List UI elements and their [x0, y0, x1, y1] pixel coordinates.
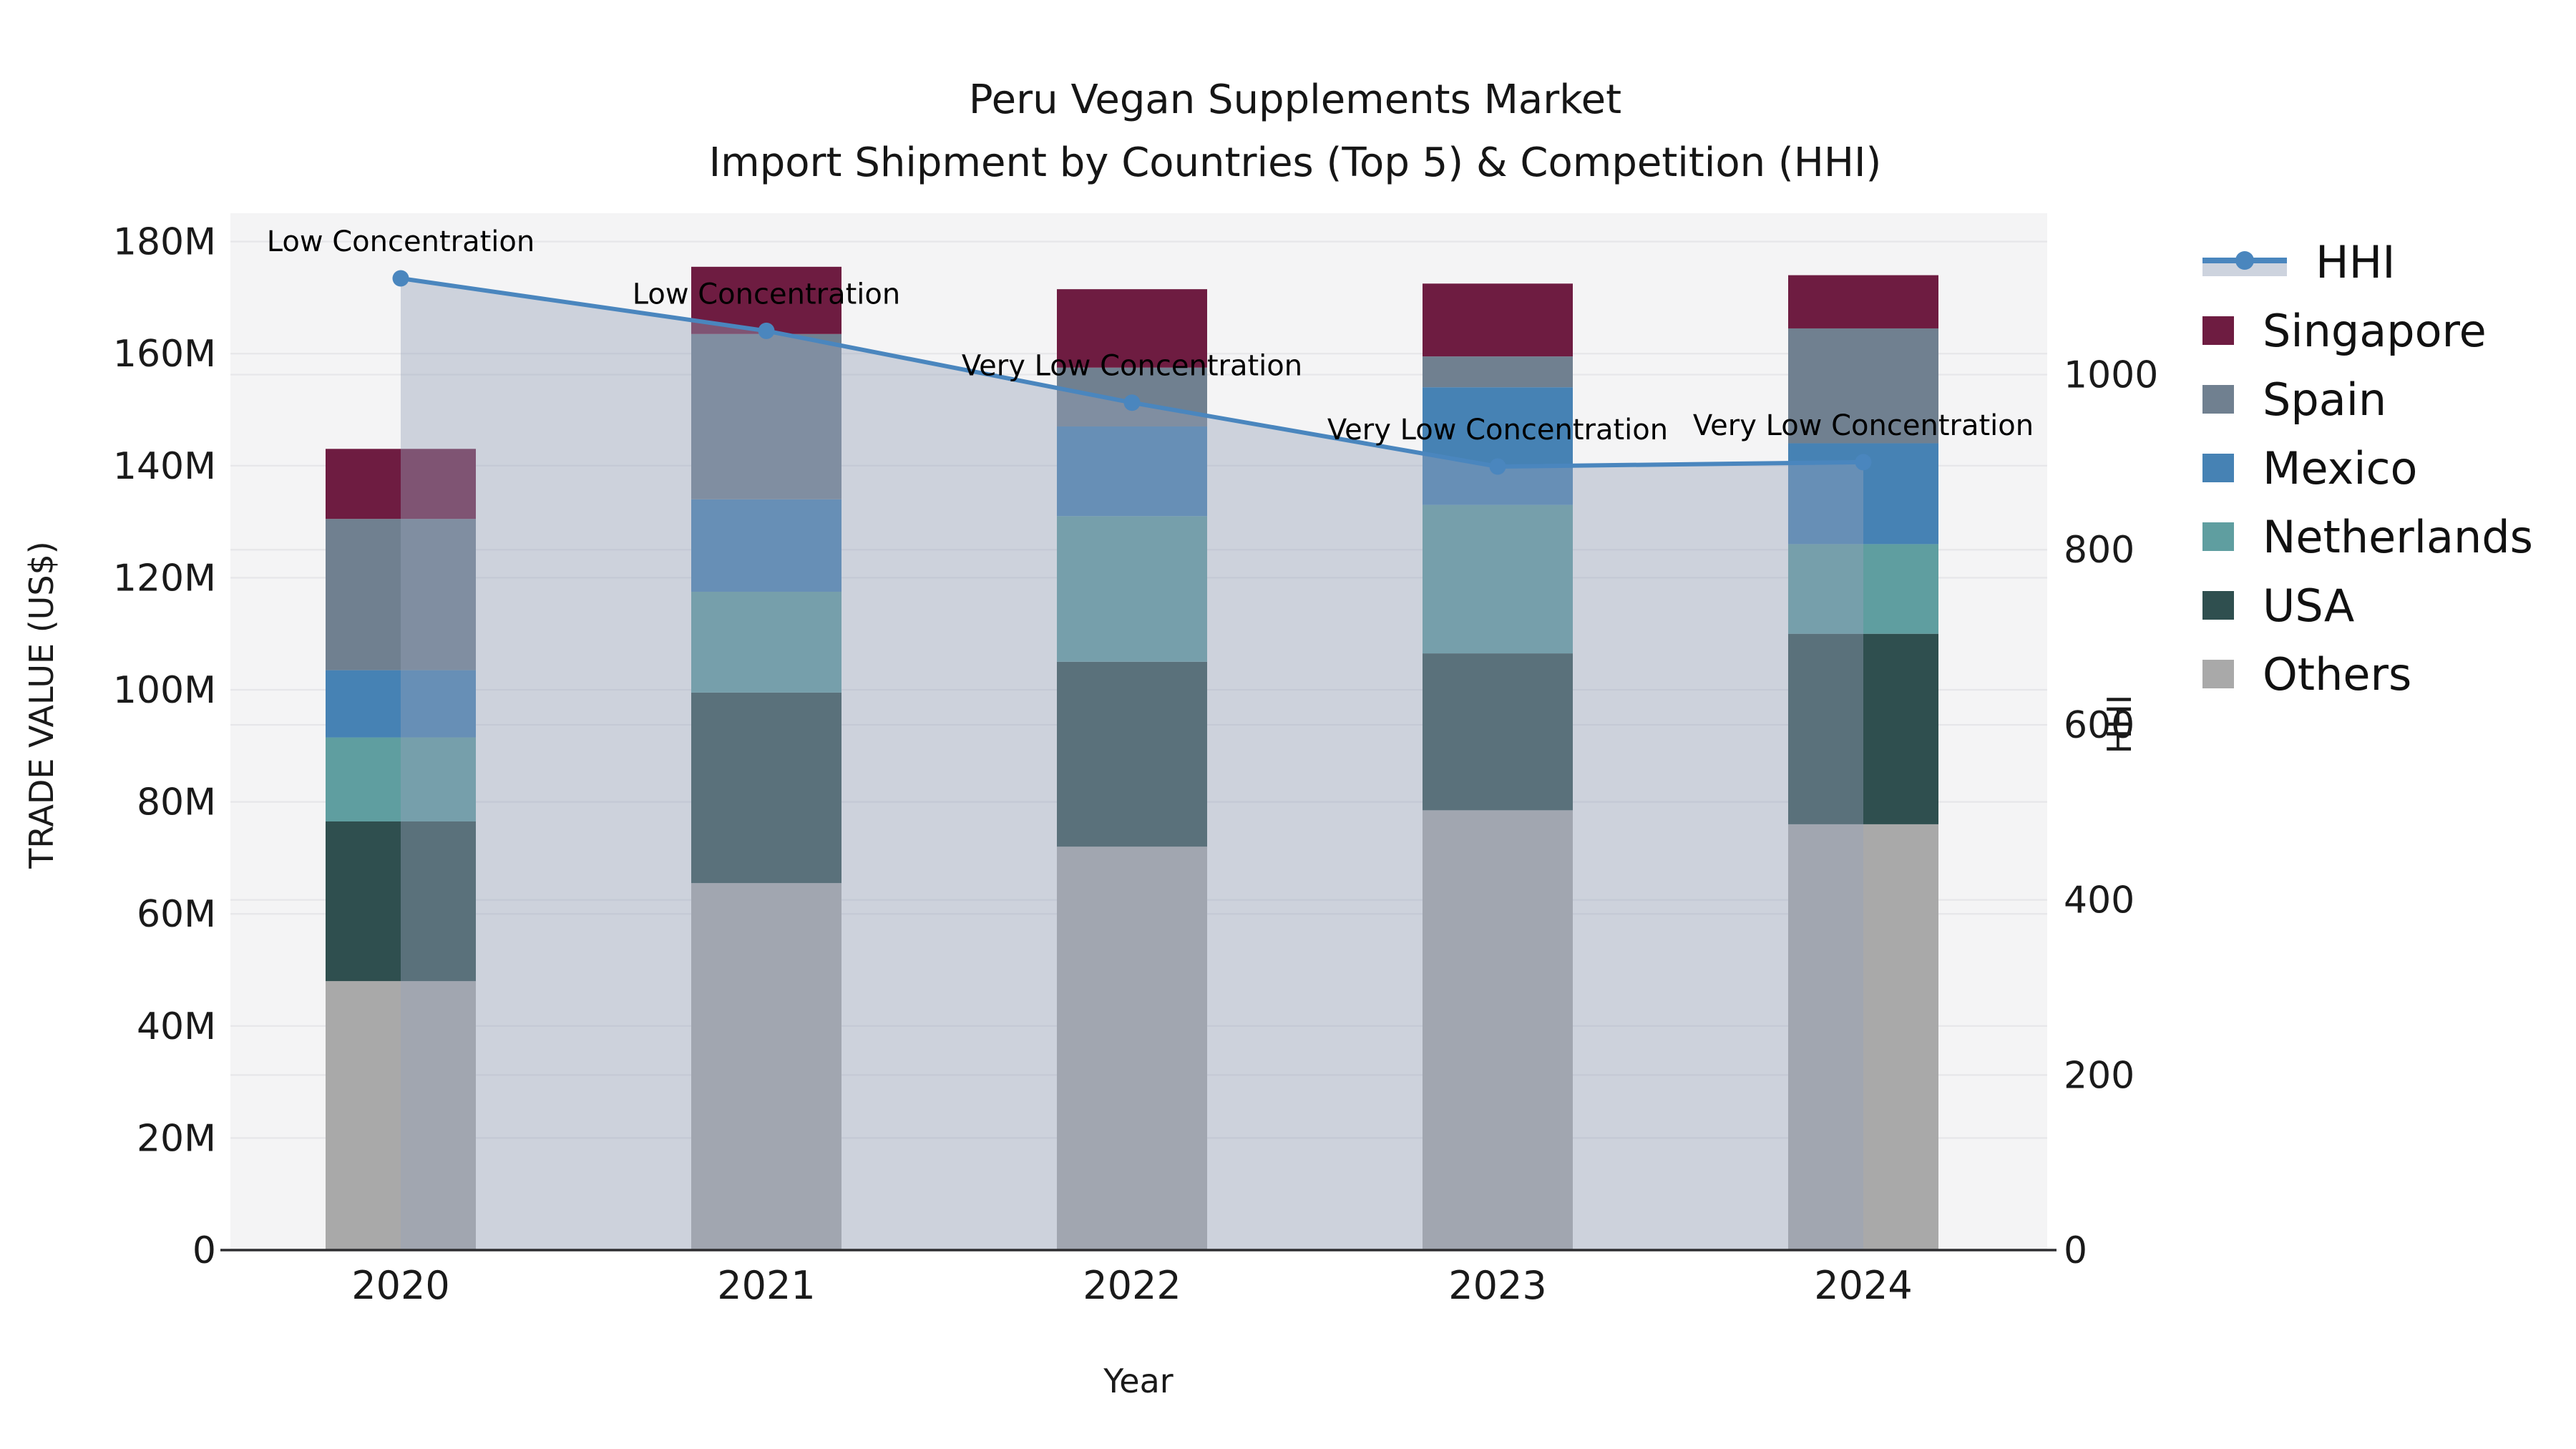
bar-segment-2024-netherlands	[1788, 544, 1938, 634]
bar-segment-2020-spain	[326, 519, 476, 670]
legend-swatch-usa	[2202, 591, 2234, 620]
x-tick-2022: 2022	[1083, 1263, 1181, 1308]
y-left-tick-80M: 80M	[137, 781, 216, 824]
bar-segment-2020-singapore	[326, 449, 476, 519]
legend-label-singapore: Singapore	[2263, 304, 2487, 357]
bar-segment-2022-netherlands	[1057, 516, 1207, 662]
hhi-area-fill	[401, 278, 1863, 1250]
legend-swatch-others	[2202, 660, 2234, 688]
legend-item-mexico: Mexico	[2202, 434, 2533, 502]
legend-swatch-mexico	[2202, 454, 2234, 482]
bar-segment-2021-netherlands	[691, 591, 841, 693]
y-right-tick-800: 800	[2064, 529, 2135, 572]
y-left-tick-100M: 100M	[113, 669, 216, 712]
x-tick-2024: 2024	[1814, 1263, 1912, 1308]
y-left-tick-0: 0	[192, 1229, 216, 1272]
bar-segment-2023-mexico	[1423, 387, 1573, 505]
bar-segment-2023-singapore	[1423, 283, 1573, 357]
legend-label-netherlands: Netherlands	[2263, 510, 2533, 563]
bar-segment-2022-others	[1057, 847, 1207, 1250]
hhi-marker-2024	[1855, 454, 1872, 471]
bar-segment-2022-singapore	[1057, 289, 1207, 368]
y-left-tick-140M: 140M	[113, 445, 216, 488]
y-right-tick-600: 600	[2064, 704, 2135, 747]
annotation-2021: Low Concentration	[633, 278, 900, 311]
legend-item-usa: USA	[2202, 571, 2533, 640]
y-right-tick-0: 0	[2064, 1229, 2087, 1272]
annotation-2023: Very Low Concentration	[1327, 414, 1668, 447]
y-left-tick-160M: 160M	[113, 333, 216, 376]
legend-item-singapore: Singapore	[2202, 296, 2533, 365]
legend-label-others: Others	[2263, 648, 2412, 701]
legend-item-spain: Spain	[2202, 365, 2533, 434]
hhi-marker-2020	[392, 270, 409, 287]
legend-item-hhi: HHI	[2202, 228, 2533, 296]
chart-title-line2: Import Shipment by Countries (Top 5) & C…	[708, 140, 1882, 186]
chart-legend: HHI Singapore Spain Mexico Netherlands USA Oth…	[2202, 228, 2533, 708]
y-left-tick-40M: 40M	[137, 1005, 216, 1048]
legend-swatch-spain	[2202, 385, 2234, 414]
bar-segment-2020-others	[326, 981, 476, 1250]
bar-segment-2020-mexico	[326, 670, 476, 738]
legend-swatch-netherlands	[2202, 522, 2234, 551]
hhi-marker-2022	[1123, 394, 1141, 411]
bar-segment-2024-others	[1788, 824, 1938, 1250]
y-axis-right-title: HHI	[2100, 694, 2139, 754]
bar-segment-2023-others	[1423, 810, 1573, 1250]
legend-hhi-line-icon	[2202, 243, 2287, 280]
bar-segment-2021-spain	[691, 333, 841, 499]
x-tick-2021: 2021	[717, 1263, 815, 1308]
annotation-2022: Very Low Concentration	[962, 350, 1302, 383]
x-axis-title: Year	[1103, 1362, 1174, 1400]
bar-segment-2021-others	[691, 883, 841, 1250]
hhi-marker-2023	[1489, 458, 1506, 475]
hhi-marker-2021	[758, 322, 775, 339]
legend-label-spain: Spain	[2263, 373, 2387, 426]
y-right-tick-1000: 1000	[2064, 354, 2158, 397]
chart-title-line1: Peru Vegan Supplements Market	[968, 77, 1622, 123]
bar-segment-2020-usa	[326, 821, 476, 982]
legend-item-netherlands: Netherlands	[2202, 502, 2533, 571]
legend-label-mexico: Mexico	[2263, 441, 2418, 494]
bar-segment-2021-mexico	[691, 499, 841, 592]
bar-segment-2024-singapore	[1788, 275, 1938, 328]
bar-segment-2023-usa	[1423, 653, 1573, 811]
y-right-tick-400: 400	[2064, 879, 2135, 922]
y-left-tick-20M: 20M	[137, 1117, 216, 1160]
y-right-tick-200: 200	[2064, 1054, 2135, 1097]
y-left-tick-180M: 180M	[113, 221, 216, 264]
legend-label-hhi: HHI	[2316, 235, 2396, 288]
bar-segment-2020-netherlands	[326, 737, 476, 822]
legend-item-others: Others	[2202, 640, 2533, 708]
bar-segment-2023-spain	[1423, 356, 1573, 388]
legend-swatch-singapore	[2202, 316, 2234, 345]
chart-title: Peru Vegan Supplements Market Import Shi…	[7, 69, 2576, 195]
bar-segment-2022-usa	[1057, 661, 1207, 847]
x-tick-2020: 2020	[351, 1263, 449, 1308]
annotation-2024: Very Low Concentration	[1693, 409, 2034, 442]
annotation-2020: Low Concentration	[267, 225, 535, 258]
y-left-tick-60M: 60M	[137, 893, 216, 936]
y-left-tick-120M: 120M	[113, 557, 216, 600]
bar-segment-2023-netherlands	[1423, 504, 1573, 654]
legend-label-usa: USA	[2263, 579, 2355, 632]
y-axis-left-title: TRADE VALUE (US$)	[22, 541, 61, 869]
bar-segment-2022-mexico	[1057, 426, 1207, 517]
bar-segment-2024-spain	[1788, 328, 1938, 444]
bar-segment-2021-usa	[691, 692, 841, 884]
bar-segment-2024-usa	[1788, 633, 1938, 824]
x-tick-2023: 2023	[1448, 1263, 1546, 1308]
